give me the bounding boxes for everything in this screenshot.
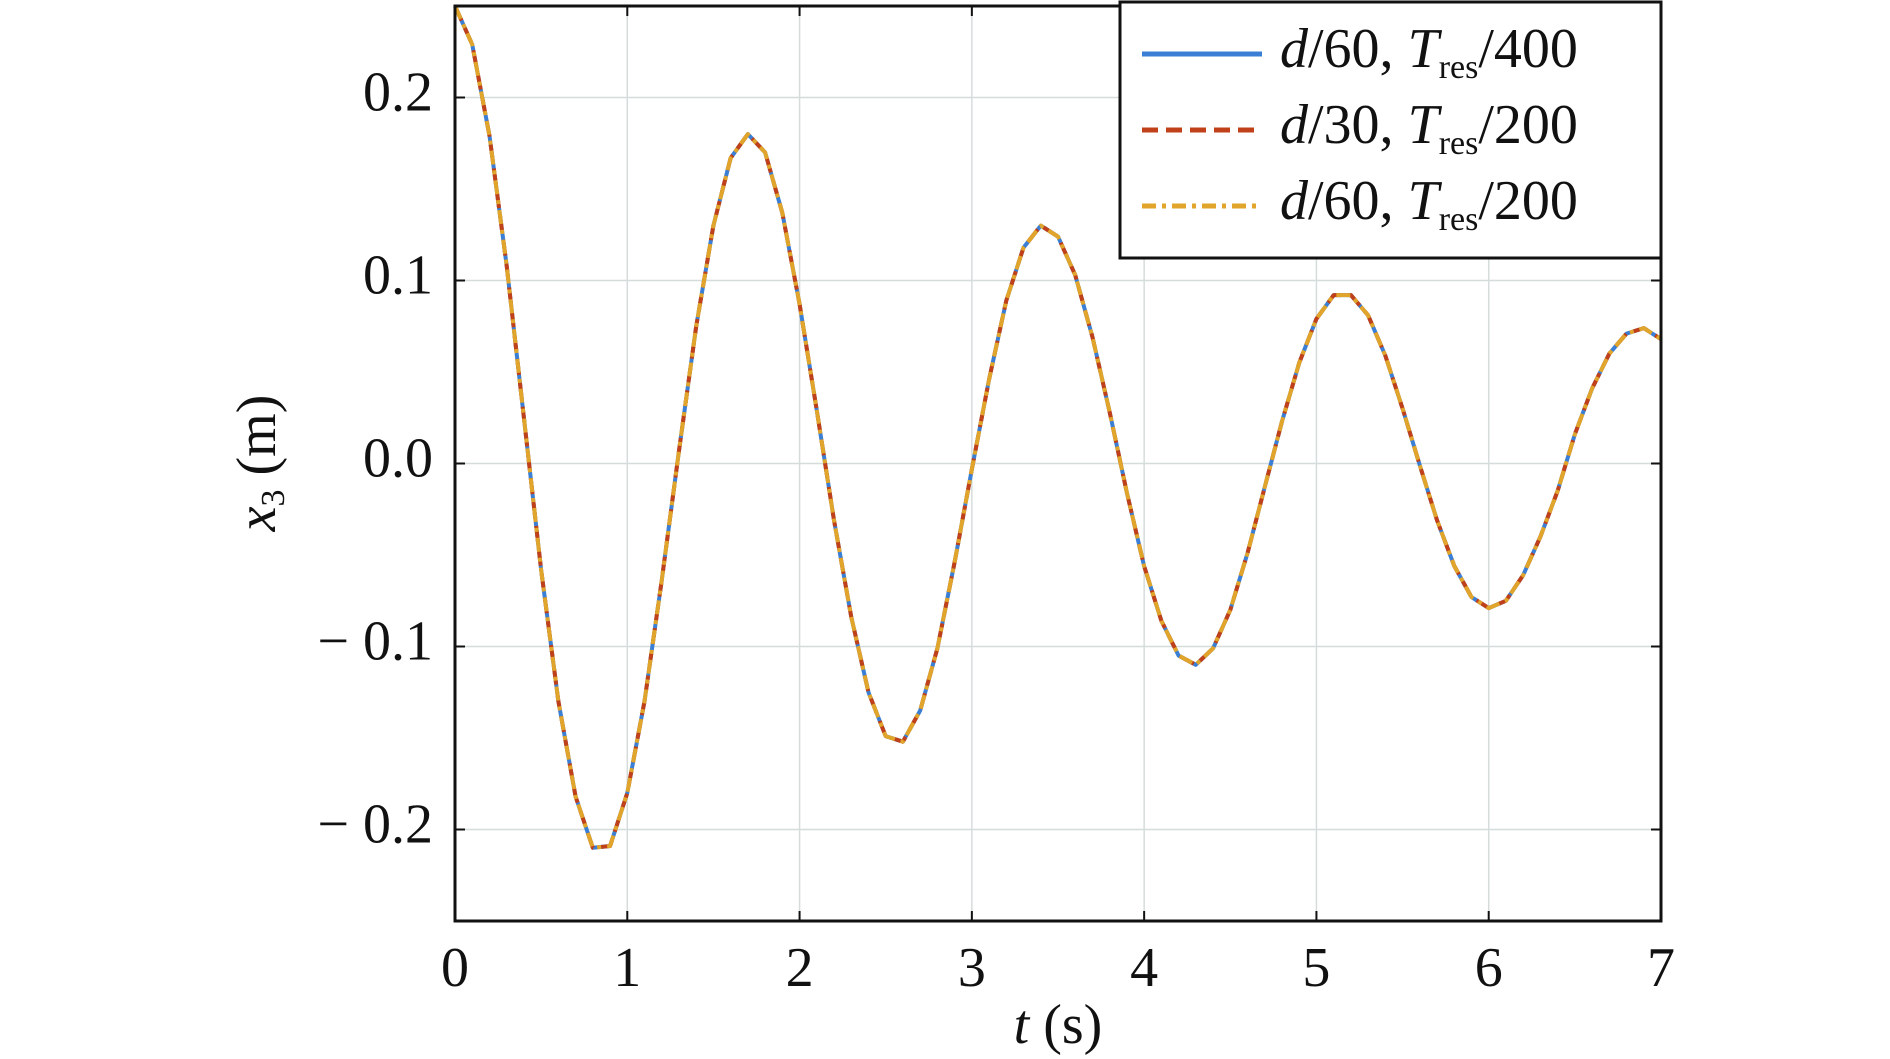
x-tick-label: 4	[1130, 937, 1158, 999]
x-tick-label: 0	[441, 937, 469, 999]
plot-frame	[453, 4, 1663, 923]
x-tick-label: 5	[1302, 937, 1330, 999]
legend-label: d/30, Tres/200	[1280, 94, 1578, 162]
data-line	[453, 5, 1663, 850]
legend-label: d/60, Tres/200	[1280, 170, 1578, 238]
y-tick-label: 0.2	[363, 61, 433, 123]
y-tick-label: − 0.1	[317, 610, 433, 672]
x-tick-label: 6	[1475, 937, 1503, 999]
y-axis-label: x3 (m)	[226, 395, 292, 533]
legend-box	[1118, 0, 1663, 260]
x-axis-label: t (s)	[1014, 994, 1103, 1056]
x-tick-label: 3	[958, 937, 986, 999]
y-tick-label: − 0.2	[317, 793, 433, 855]
legend-label: d/60, Tres/400	[1280, 18, 1578, 86]
x-tick-label: 1	[613, 937, 641, 999]
y-tick-label: 0.1	[363, 244, 433, 306]
x-tick-label: 2	[786, 937, 814, 999]
x-tick-label: 7	[1647, 937, 1675, 999]
y-tick-label: 0.0	[363, 427, 433, 489]
